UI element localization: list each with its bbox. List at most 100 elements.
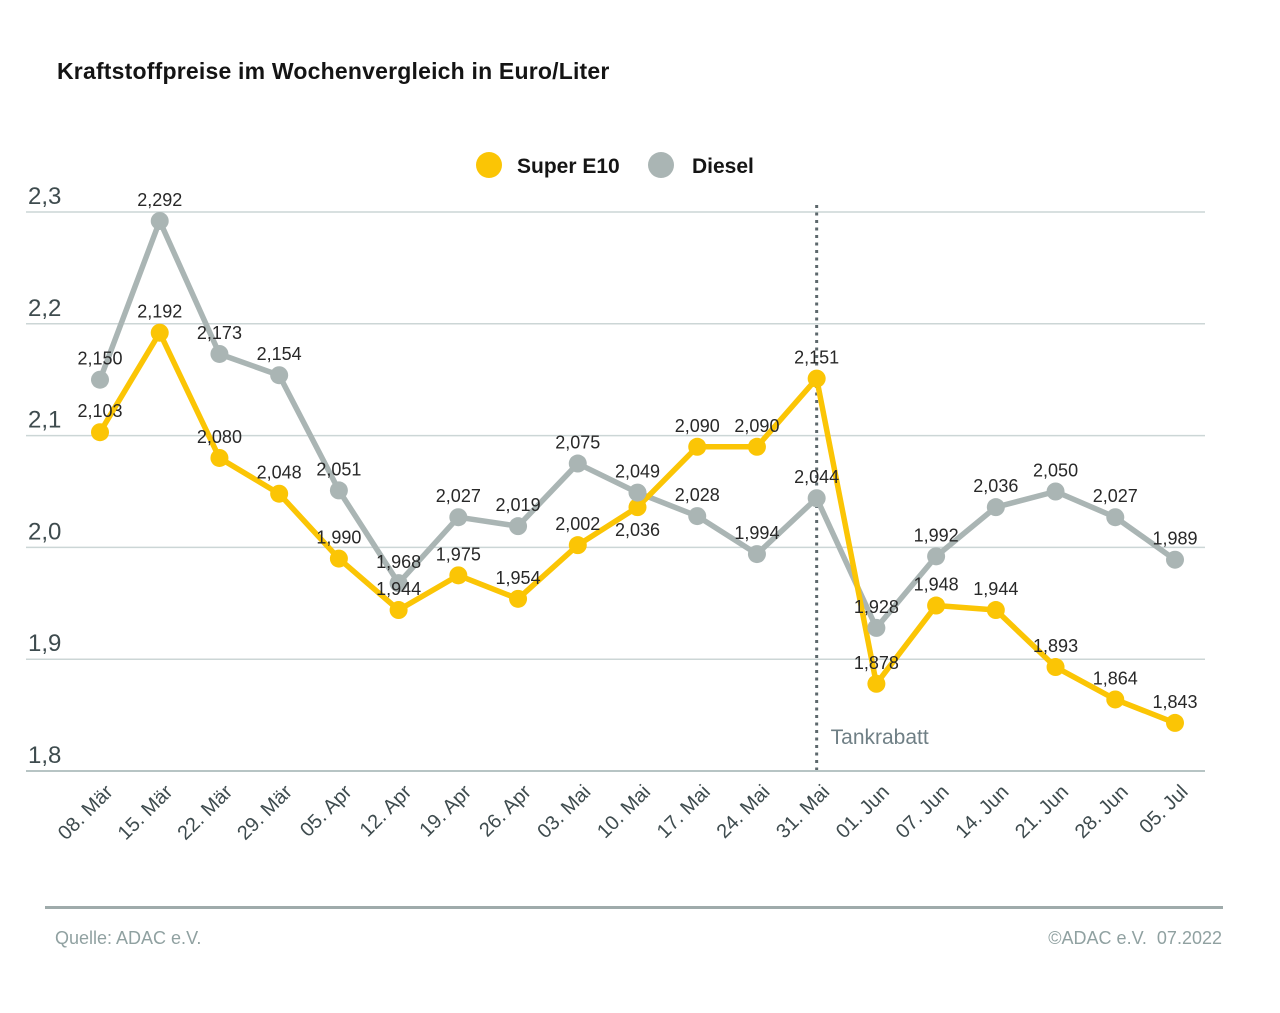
data-point-label: 1,928 [854, 597, 899, 617]
x-axis-tick-label: 03. Mai [533, 781, 595, 843]
data-point-label: 1,990 [316, 528, 361, 548]
x-axis-tick-label: 07. Jun [892, 781, 954, 843]
data-point-label: 2,036 [973, 476, 1018, 496]
data-point-label: 2,090 [675, 416, 720, 436]
data-point-label: 1,948 [914, 575, 959, 595]
data-point-label: 2,044 [794, 467, 839, 487]
data-point-super-e10 [927, 596, 946, 615]
chart-title: Kraftstoffpreise im Wochenvergleich in E… [57, 58, 610, 84]
data-point-super-e10 [91, 423, 109, 442]
data-point-label: 1,954 [496, 568, 541, 588]
data-point-super-e10 [1106, 690, 1125, 709]
x-axis-tick-label: 29. Mär [233, 781, 297, 845]
data-point-label: 2,192 [137, 302, 182, 322]
x-axis-tick-label: 22. Mär [173, 781, 237, 845]
data-point-label: 2,151 [794, 348, 839, 368]
data-point-super-e10 [986, 601, 1005, 620]
data-point-label: 2,027 [436, 486, 481, 506]
data-point-label: 1,992 [914, 525, 959, 545]
data-point-label: 2,036 [615, 520, 660, 540]
y-axis-tick-label: 2,2 [28, 295, 61, 322]
x-axis-tick-label: 19. Apr [415, 781, 476, 842]
x-axis-tick-label: 10. Mai [593, 781, 655, 843]
data-point-label: 2,080 [197, 427, 242, 447]
y-axis-tick-label: 2,3 [28, 183, 61, 210]
data-point-super-e10 [628, 498, 647, 517]
data-point-super-e10 [270, 484, 289, 503]
data-point-super-e10 [568, 536, 587, 555]
data-point-label: 1,989 [1152, 529, 1197, 549]
data-point-label: 1,864 [1093, 668, 1138, 688]
y-axis-tick-label: 2,0 [28, 518, 61, 545]
data-point-diesel [210, 344, 229, 363]
data-point-diesel [1166, 550, 1184, 569]
data-point-label: 1,878 [854, 653, 899, 673]
data-point-diesel [389, 574, 408, 593]
x-axis-tick-label: 24. Mai [713, 781, 775, 843]
y-axis-tick-label: 2,1 [28, 407, 61, 434]
data-point-diesel [150, 211, 169, 230]
x-axis-tick-label: 17. Mai [653, 781, 715, 843]
data-point-super-e10 [150, 323, 169, 342]
data-point-label: 2,075 [555, 433, 600, 453]
x-axis-tick-label: 31. Mai [772, 781, 834, 843]
data-point-label: 1,843 [1152, 692, 1197, 712]
x-axis-tick-label: 08. Mär [54, 781, 118, 845]
data-point-diesel [628, 483, 647, 502]
data-point-diesel [91, 370, 109, 389]
data-point-label: 2,048 [257, 463, 302, 483]
data-point-label: 2,292 [137, 190, 182, 210]
y-axis-tick-label: 1,8 [28, 742, 61, 769]
series-line-diesel [97, 218, 1178, 631]
data-point-super-e10 [807, 369, 826, 388]
data-point-label: 1,968 [376, 552, 421, 572]
data-point-super-e10 [1166, 713, 1184, 732]
x-axis-tick-label: 28. Jun [1071, 781, 1133, 843]
data-point-super-e10 [509, 589, 528, 608]
data-point-diesel [329, 481, 348, 500]
data-point-label: 1,944 [973, 579, 1018, 599]
data-point-super-e10 [1046, 658, 1065, 677]
data-point-label: 2,090 [734, 416, 779, 436]
data-point-super-e10 [747, 437, 766, 456]
data-point-diesel [807, 489, 826, 508]
data-point-diesel [1106, 508, 1125, 527]
y-axis-tick-label: 1,9 [28, 630, 61, 657]
data-point-label: 2,019 [496, 495, 541, 515]
data-point-label: 2,173 [197, 323, 242, 343]
data-point-super-e10 [688, 437, 707, 456]
legend-label-super-e10: Super E10 [517, 155, 620, 178]
data-point-label: 1,975 [436, 544, 481, 564]
x-axis-tick-label: 26. Apr [475, 781, 536, 842]
data-point-label: 2,050 [1033, 461, 1078, 481]
data-point-diesel [747, 545, 766, 564]
data-point-label: 2,002 [555, 514, 600, 534]
data-point-diesel [867, 618, 886, 637]
x-axis-tick-label: 05. Jul [1135, 781, 1192, 838]
x-axis-tick-label: 14. Jun [951, 781, 1013, 843]
tankrabatt-annotation-label: Tankrabatt [831, 726, 929, 749]
data-point-diesel [270, 366, 289, 385]
x-axis-tick-label: 05. Apr [296, 781, 357, 842]
data-point-diesel [509, 517, 528, 536]
data-point-diesel [688, 507, 707, 526]
copyright-note: ©ADAC e.V. 07.2022 [1048, 928, 1222, 948]
x-axis-tick-label: 01. Jun [832, 781, 894, 843]
data-point-diesel [986, 498, 1005, 517]
data-point-diesel [927, 547, 946, 566]
data-point-label: 1,893 [1033, 636, 1078, 656]
data-point-diesel [568, 454, 587, 473]
legend-swatch-diesel [648, 152, 674, 178]
data-point-label: 2,103 [77, 401, 122, 421]
data-point-label: 2,051 [316, 459, 361, 479]
legend-swatch-super-e10 [476, 152, 502, 178]
data-point-super-e10 [867, 674, 886, 693]
x-axis-tick-label: 21. Jun [1011, 781, 1073, 843]
data-point-super-e10 [329, 549, 348, 568]
data-point-label: 2,027 [1093, 486, 1138, 506]
data-point-super-e10 [210, 448, 229, 467]
footer-divider [45, 906, 1223, 909]
data-point-label: 2,028 [675, 485, 720, 505]
